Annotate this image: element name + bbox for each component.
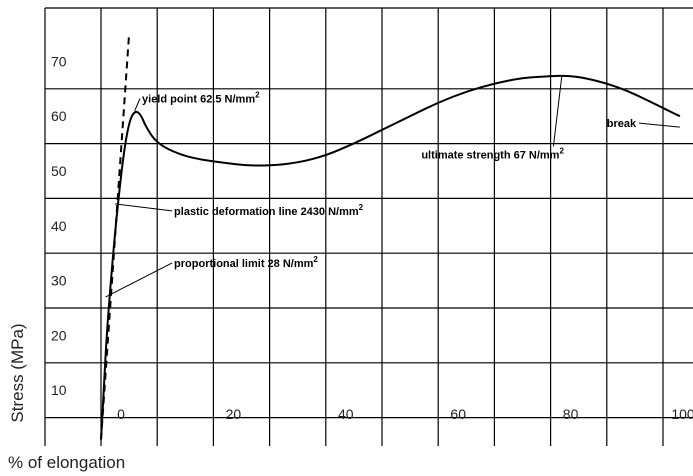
x-axis-label: % of elongation <box>8 453 125 472</box>
annotation-superscript: 2 <box>255 91 260 100</box>
annotation-yield: yield point 62.5 N/mm2 <box>134 91 260 111</box>
chart-annotations: yield point 62.5 N/mm2 break ultimate stre… <box>105 75 680 298</box>
annotation-ultimate: ultimate strength 67 N/mm2 <box>421 75 564 161</box>
x-tick-label: 100 <box>671 406 693 422</box>
annotation-break: break <box>607 118 680 130</box>
annotation-plastic: plastic deformation line 2430 N/mm2 <box>114 203 364 218</box>
annotation-superscript: 2 <box>313 255 318 264</box>
x-tick-label: 40 <box>338 406 354 422</box>
series-dashed-line <box>100 33 131 440</box>
annotation-leader-line <box>552 75 563 147</box>
annotation-leader-line <box>638 122 680 128</box>
y-tick-label: 20 <box>51 327 67 343</box>
y-tick-label: 60 <box>51 108 67 124</box>
annotation-label: break <box>607 118 637 130</box>
annotation-leader-line <box>114 203 173 212</box>
x-tick-label: 0 <box>117 406 125 422</box>
x-tick-label: 80 <box>563 406 579 422</box>
annotation-label: yield point 62.5 N/mm2 <box>142 91 260 106</box>
annotation-label: plastic deformation line 2430 N/mm2 <box>174 203 364 218</box>
y-tick-label: 40 <box>51 218 67 234</box>
annotation-proportional: proportional limit 28 N/mm2 <box>105 255 318 298</box>
chart-grid <box>44 7 693 446</box>
annotation-label: proportional limit 28 N/mm2 <box>174 255 318 270</box>
y-tick-label: 30 <box>51 273 67 289</box>
annotation-superscript: 2 <box>559 146 564 155</box>
y-tick-labels: 10 20 30 40 50 60 70 <box>51 53 67 398</box>
series-stress-curve <box>100 74 681 440</box>
chart-series <box>100 33 681 440</box>
y-tick-label: 10 <box>51 382 67 398</box>
annotation-leader-line <box>105 262 173 298</box>
x-tick-label: 60 <box>450 406 466 422</box>
y-tick-label: 50 <box>51 163 67 179</box>
annotation-leader-line <box>134 98 141 111</box>
y-tick-label: 70 <box>51 53 67 69</box>
y-axis-label: Stress (MPa) <box>8 323 27 422</box>
x-tick-labels: 0 20 40 60 80 100 <box>117 406 693 422</box>
x-tick-label: 20 <box>226 406 242 422</box>
annotation-superscript: 2 <box>359 203 364 212</box>
annotation-label: ultimate strength 67 N/mm2 <box>421 146 564 161</box>
